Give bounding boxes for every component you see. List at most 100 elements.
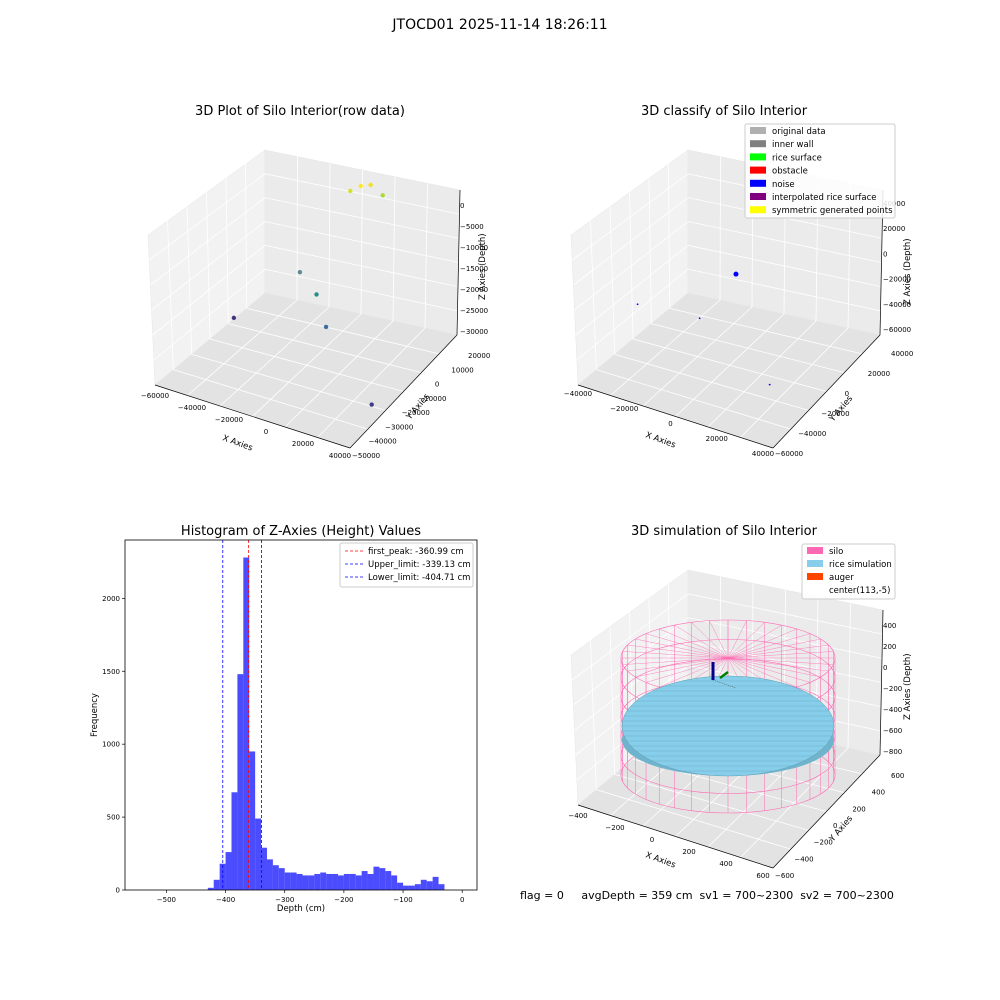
y-axis-label: Y Axies [827, 394, 855, 425]
gridline [576, 268, 881, 361]
silo-roof-line [674, 624, 729, 659]
z-tick-label: −30000 [460, 328, 488, 336]
gridline [719, 156, 721, 301]
silo-roof-line [727, 651, 834, 659]
gridline [632, 758, 827, 812]
z-tick-label: −5000 [460, 223, 484, 231]
gridline [751, 163, 754, 308]
silo-roof-line [645, 657, 729, 683]
legend-label: silo [829, 547, 843, 557]
gridline [173, 369, 368, 430]
y-axis-label: Frequency [90, 693, 100, 737]
y-tick-label: 2000 [102, 595, 120, 603]
x-tick-label: −20000 [610, 405, 638, 413]
z-axis-line [879, 609, 884, 756]
histogram-bar [420, 879, 427, 890]
gridline [576, 688, 881, 781]
histogram-bar [337, 875, 344, 890]
silo-roof-line [727, 622, 765, 659]
legend-label: first_peak: -360.99 cm [368, 547, 464, 557]
z-tick-label: −60000 [883, 326, 911, 334]
z-tick-label: 20000 [883, 225, 905, 233]
silo-roof-line [727, 633, 811, 659]
histogram-bar [367, 873, 374, 890]
silo-roof-line [635, 638, 729, 659]
gridline [151, 221, 459, 311]
gridline [252, 313, 362, 417]
x-tick-label: −40000 [178, 404, 206, 412]
gridline [150, 197, 460, 286]
z-tick-label: −10000 [460, 244, 488, 252]
rice-surface [621, 675, 835, 777]
legend-label: obstacle [772, 167, 808, 177]
z-tick-label: −25000 [460, 307, 488, 315]
gridline [187, 299, 298, 396]
silo-roof-line [691, 657, 729, 694]
silo-roof-line [727, 624, 782, 659]
gridline [596, 369, 791, 430]
silo-ring [620, 697, 836, 775]
histogram-bar [272, 865, 279, 890]
gridline [573, 617, 883, 706]
gridline [707, 320, 817, 428]
data-point [369, 402, 374, 407]
silo-roof-line [622, 651, 729, 659]
gridline [651, 323, 845, 374]
x-tick-label: −100 [393, 896, 412, 904]
silo-roof-line [622, 657, 729, 665]
data-point [368, 182, 373, 188]
panel-3-title: Histogram of Z-Axies (Height) Values [180, 524, 422, 539]
legend: first_peak: -360.99 cm Upper_limit: -339.… [339, 542, 474, 588]
silo-roof-line [727, 657, 821, 678]
gridline [642, 306, 753, 407]
data-point [698, 317, 701, 320]
gridline [225, 178, 229, 324]
histogram-bar [231, 792, 238, 890]
legend-label: rice simulation [829, 560, 892, 570]
tick-labels: −500 −400 −300 −200 −100 0 0 500 1000 1500 2000 [102, 595, 464, 904]
silo-ring [620, 639, 836, 716]
y-tick-label: −20000 [821, 410, 849, 418]
gridline [614, 353, 809, 411]
silo-roof-line [727, 620, 747, 659]
histogram-bar [290, 872, 297, 890]
figure-title: JTOCD01 2025-11-14 18:26:11 [392, 17, 608, 33]
histogram-bar [326, 873, 333, 890]
gridline [847, 183, 851, 329]
silo-ring [620, 678, 836, 755]
pane-right [687, 149, 884, 336]
z-tick-label: −40000 [883, 301, 911, 309]
y-tick-label: −400 [794, 855, 813, 863]
legend: original data inner wall rice surface obsta… [744, 123, 896, 219]
histogram-bar [379, 868, 386, 890]
legend-swatch [750, 140, 766, 148]
gridline [167, 220, 174, 370]
silo-roof-line [727, 657, 797, 688]
legend-label: inner wall [772, 140, 813, 150]
x-tick-label: 20000 [706, 435, 728, 443]
gridline [328, 163, 331, 308]
z-tick-label: 0 [883, 664, 887, 672]
x-tick-label: 20000 [292, 440, 314, 448]
x-tick-label: −200 [605, 824, 624, 832]
histogram-bar [255, 818, 262, 890]
histogram-bar [403, 885, 409, 890]
z-axis-label: Z Axies (Depth) [478, 233, 488, 300]
gridline [186, 206, 193, 355]
y-tick-label: 500 [107, 814, 120, 822]
gridline [642, 726, 753, 827]
x-axis-label: X Axies [644, 430, 677, 450]
data-points [231, 182, 385, 407]
silo-roof-line [727, 657, 834, 665]
gridline [590, 220, 597, 370]
gridline [707, 740, 817, 848]
histogram-bar [261, 847, 267, 890]
y-axis-line [772, 334, 881, 449]
silo-ring [620, 619, 836, 697]
silo-roof-line [709, 657, 729, 696]
gridline [571, 593, 883, 681]
histogram-bar [249, 751, 256, 890]
